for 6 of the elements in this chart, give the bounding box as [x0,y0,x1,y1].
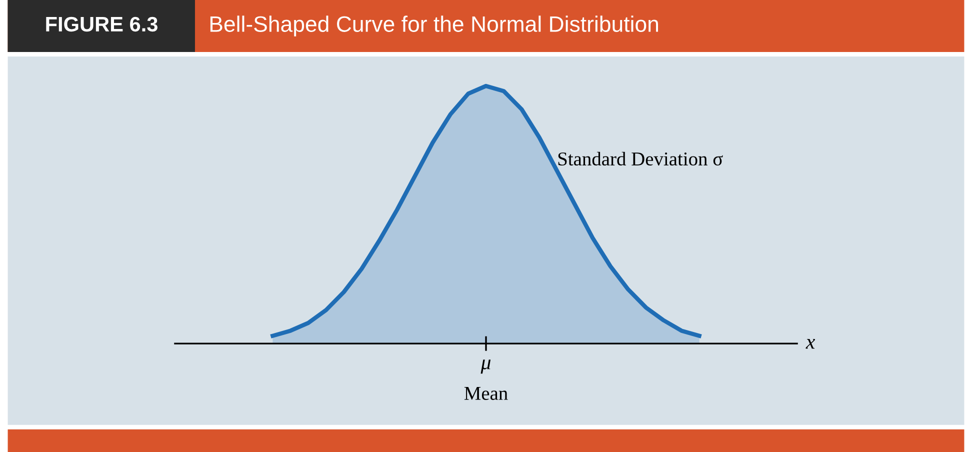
chart-subtitle: Bell-Shaped Curve for the Normal Distribution [210,16,658,36]
annotation: Standard Deviation σ [558,152,723,166]
text: μ [480,360,491,374]
chart-title: FIGURE 6.3 [46,16,158,32]
x-axis-title: x [806,339,816,349]
text: Mean [464,387,508,400]
